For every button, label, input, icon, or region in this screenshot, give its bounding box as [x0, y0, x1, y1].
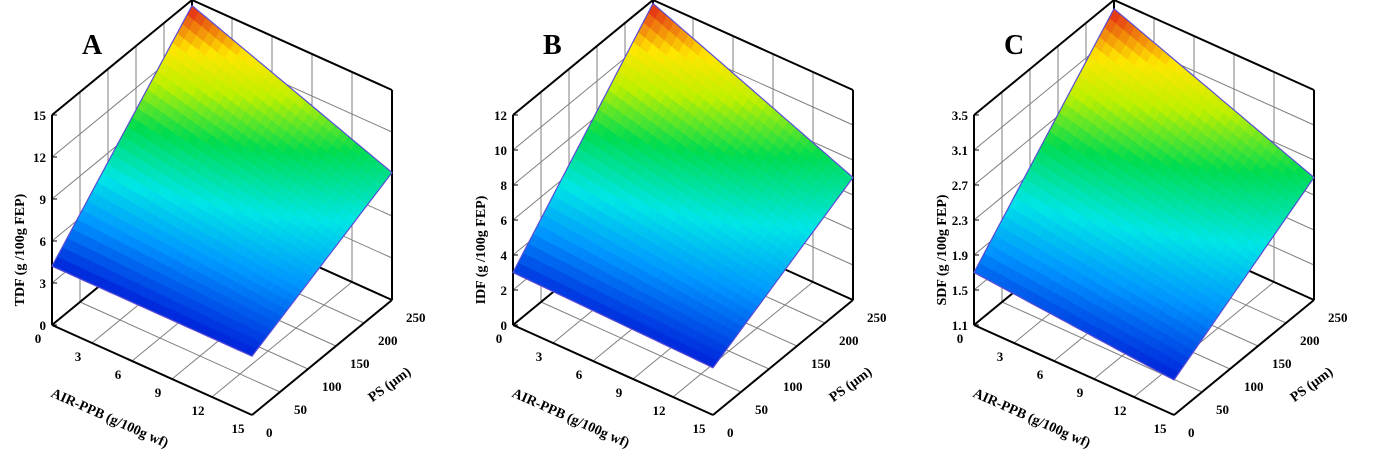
- y-tick-label: 250: [867, 310, 887, 325]
- z-tick-labels: 1.1 1.5 1.9 2.3 2.7 3.1 3.5: [952, 108, 979, 333]
- y-tick-labels: 0 50 100 150 200 250: [727, 310, 887, 440]
- chart-panel-c: 1.1 1.5 1.9 2.3 2.7 3.1 3.5 0 3 6 9 12 15 0 50 100 150 20…: [922, 0, 1383, 465]
- x-tick-label: 6: [576, 367, 583, 382]
- y-tick-label: 50: [1216, 402, 1229, 417]
- z-tick-label: 12: [494, 108, 507, 123]
- z-tick-label: 6: [501, 213, 508, 228]
- x-tick-labels: 0 3 6 9 12 15: [957, 331, 1167, 436]
- z-tick-label: 9: [40, 192, 47, 207]
- y-axis-label: PS (μm): [827, 365, 876, 406]
- y-tick-label: 0: [266, 425, 273, 440]
- z-tick-labels: 0 3 6 9 12 15: [33, 108, 57, 333]
- x-tick-label: 0: [957, 331, 964, 346]
- x-tick-label: 15: [232, 421, 246, 436]
- z-tick-label: 3: [40, 276, 47, 291]
- z-axis-label: TDF (g /100g FEP): [13, 193, 28, 306]
- x-tick-label: 3: [997, 349, 1004, 364]
- x-tick-label: 12: [192, 403, 205, 418]
- response-surface: [51, 4, 393, 357]
- z-tick-label: 2.7: [952, 178, 969, 193]
- z-tick-label: 2: [501, 283, 508, 298]
- z-tick-label: 4: [501, 248, 508, 263]
- z-axis-label: IDF (g /100g FEP): [474, 195, 489, 304]
- y-tick-label: 100: [1244, 379, 1264, 394]
- z-tick-label: 6: [40, 234, 47, 249]
- x-tick-label: 12: [653, 403, 666, 418]
- response-surface: [973, 7, 1315, 381]
- x-tick-label: 9: [155, 385, 162, 400]
- y-axis-label: PS (μm): [1288, 365, 1337, 406]
- z-tick-label: 15: [33, 108, 47, 123]
- x-axis-label: AIR-PPB (g/100g wf): [970, 386, 1092, 451]
- y-tick-label: 250: [1328, 310, 1348, 325]
- panel-label: A: [82, 30, 103, 61]
- z-tick-label: 3.5: [952, 108, 969, 123]
- z-tick-label: 1.9: [952, 248, 969, 263]
- y-tick-label: 150: [811, 356, 831, 371]
- z-tick-label: 0: [501, 318, 508, 333]
- z-tick-label: 2.3: [952, 213, 969, 228]
- x-tick-labels: 0 3 6 9 12 15: [35, 331, 245, 436]
- z-axis-label: SDF (g /100g FEP): [935, 194, 950, 305]
- z-tick-label: 0: [40, 318, 47, 333]
- panel-label: B: [543, 30, 562, 61]
- x-tick-labels: 0 3 6 9 12 15: [496, 331, 706, 436]
- y-tick-label: 150: [350, 356, 370, 371]
- x-axis-label: AIR-PPB (g/100g wf): [48, 386, 170, 451]
- y-tick-label: 150: [1272, 356, 1292, 371]
- x-tick-label: 15: [1154, 421, 1168, 436]
- y-tick-label: 50: [755, 402, 768, 417]
- x-tick-label: 6: [115, 367, 122, 382]
- z-tick-label: 12: [33, 150, 46, 165]
- y-tick-label: 0: [1188, 425, 1195, 440]
- y-tick-label: 100: [322, 379, 342, 394]
- chart-panel-b: 0 2 4 6 8 10 12 0 3 6 9 12 15 0 50 100 150 200 250 IDF (g /…: [461, 0, 922, 465]
- x-tick-label: 0: [35, 331, 42, 346]
- z-tick-label: 10: [494, 143, 507, 158]
- z-tick-label: 1.5: [952, 283, 969, 298]
- y-tick-label: 250: [406, 310, 426, 325]
- x-tick-label: 15: [693, 421, 707, 436]
- x-tick-label: 12: [1114, 403, 1127, 418]
- x-tick-label: 9: [616, 385, 623, 400]
- z-tick-label: 1.1: [952, 318, 968, 333]
- y-tick-labels: 0 50 100 150 200 250: [266, 310, 426, 440]
- y-axis-label: PS (μm): [366, 365, 415, 406]
- x-axis-label: AIR-PPB (g/100g wf): [509, 386, 631, 451]
- y-tick-label: 200: [378, 333, 398, 348]
- y-tick-labels: 0 50 100 150 200 250: [1188, 310, 1348, 440]
- x-tick-label: 6: [1037, 367, 1044, 382]
- y-tick-label: 0: [727, 425, 734, 440]
- y-tick-label: 50: [294, 402, 307, 417]
- x-tick-label: 9: [1077, 385, 1084, 400]
- x-tick-label: 3: [536, 349, 543, 364]
- y-tick-label: 200: [1300, 333, 1320, 348]
- y-tick-label: 100: [783, 379, 803, 394]
- y-tick-label: 200: [839, 333, 859, 348]
- z-tick-label: 8: [501, 178, 508, 193]
- z-tick-label: 3.1: [952, 143, 968, 158]
- chart-panel-a: 0 3 6 9 12 15 0 3 6 9 12 15 0 50 100 150 200 250 TDF (g /1…: [0, 0, 461, 465]
- z-tick-labels: 0 2 4 6 8 10 12: [494, 108, 518, 333]
- x-tick-label: 3: [75, 349, 82, 364]
- x-tick-label: 0: [496, 331, 503, 346]
- panel-label: C: [1004, 30, 1024, 61]
- response-surface: [512, 2, 854, 369]
